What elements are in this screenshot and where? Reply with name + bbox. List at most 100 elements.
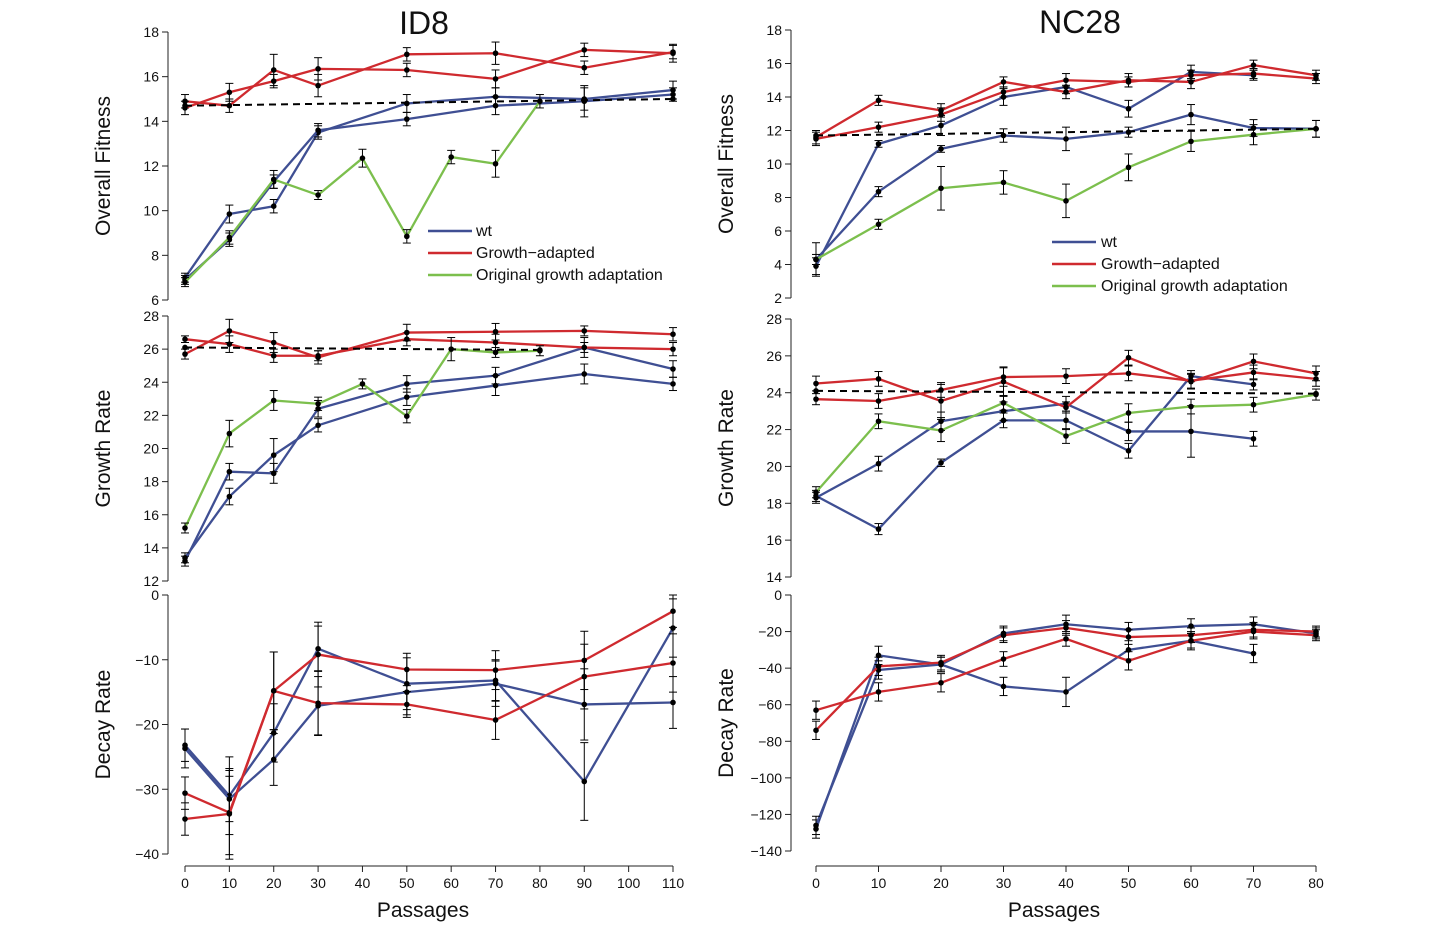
panel-title-id8: ID8	[399, 5, 449, 41]
x-tick-label: 80	[1308, 875, 1324, 891]
data-point	[1313, 126, 1319, 132]
data-point	[1000, 400, 1007, 406]
x-tick-label: 50	[399, 875, 415, 891]
y-tick-label: −80	[758, 733, 782, 749]
data-point	[1063, 89, 1069, 95]
data-point	[404, 666, 410, 673]
series-line	[814, 70, 1254, 267]
data-point	[1125, 634, 1132, 640]
data-point	[1188, 138, 1194, 145]
data-point	[1063, 404, 1069, 411]
y-tick-label: 12	[143, 573, 159, 589]
x-axis-label-id8: Passages	[377, 899, 469, 922]
y-tick-label: 18	[143, 474, 159, 490]
data-point	[813, 727, 819, 734]
data-point	[404, 701, 410, 708]
data-point	[359, 155, 366, 161]
data-point	[813, 489, 819, 496]
data-point	[1125, 447, 1132, 454]
y-tick-label: 22	[766, 422, 782, 438]
data-point	[670, 660, 676, 666]
data-point	[938, 427, 944, 434]
subplot-2: 12 14 16 18 20 22 24 26 28 Growth Rate	[92, 308, 677, 589]
reference-line	[184, 98, 674, 107]
data-point	[1063, 689, 1069, 695]
y-tick-label: 24	[143, 374, 159, 390]
data-point	[581, 64, 588, 71]
data-point	[1313, 390, 1319, 397]
y-tick-label: 20	[143, 441, 159, 457]
x-tick-label: 20	[266, 875, 282, 891]
data-point	[1063, 77, 1069, 84]
data-point	[1125, 370, 1132, 377]
data-point	[875, 663, 882, 670]
series-line	[814, 639, 1254, 830]
data-point	[315, 422, 321, 429]
y-tick-label: 22	[143, 407, 159, 423]
data-point	[270, 67, 277, 73]
x-tick-label: 30	[996, 875, 1012, 891]
data-point	[270, 756, 277, 763]
data-point	[1188, 428, 1194, 435]
data-point	[670, 381, 676, 387]
y-tick-label: 14	[143, 540, 159, 556]
y-tick-label: −30	[135, 781, 159, 797]
data-point	[813, 822, 819, 829]
data-point	[581, 344, 588, 351]
data-point	[875, 689, 882, 695]
data-point	[1063, 417, 1069, 424]
data-point	[813, 380, 819, 387]
data-point	[1250, 401, 1257, 408]
x-tick-label: 20	[933, 875, 949, 891]
data-point	[1250, 628, 1257, 635]
data-point	[875, 97, 882, 104]
data-point	[938, 659, 944, 666]
data-point	[270, 203, 277, 209]
data-point	[182, 555, 188, 561]
data-point	[1250, 62, 1257, 68]
data-point	[1250, 131, 1257, 138]
data-point	[1125, 105, 1132, 112]
data-point	[1063, 373, 1069, 379]
data-point	[226, 811, 233, 817]
y-axis-label: Overall Fitness	[715, 94, 738, 234]
y-tick-label: 14	[766, 569, 782, 585]
data-point	[1313, 632, 1319, 639]
y-axis-label: Growth Rate	[715, 389, 738, 507]
y-tick-label: 8	[151, 247, 159, 263]
y-tick-label: 18	[766, 495, 782, 511]
y-tick-label: 28	[766, 311, 782, 327]
data-point	[270, 78, 277, 84]
y-tick-label: 0	[151, 587, 159, 603]
series-line	[184, 682, 674, 801]
x-tick-label: 40	[1058, 875, 1074, 891]
data-point	[182, 816, 188, 822]
series-line	[184, 338, 674, 357]
y-tick-label: 10	[766, 156, 782, 172]
data-point	[875, 188, 882, 195]
y-tick-label: 12	[766, 123, 782, 139]
data-point	[270, 688, 277, 694]
data-point	[270, 176, 277, 183]
y-tick-label: 20	[766, 458, 782, 474]
data-point	[581, 371, 588, 377]
data-point	[1125, 164, 1132, 171]
x-tick-label: 30	[310, 875, 326, 891]
x-tick-label: 80	[532, 875, 548, 891]
legend-label-original: Original growth adaptation	[1101, 278, 1288, 295]
series-line	[814, 623, 1317, 826]
y-tick-label: 10	[143, 203, 159, 219]
data-point	[315, 66, 321, 72]
data-point	[1000, 632, 1007, 639]
data-point	[492, 328, 499, 335]
data-point	[1000, 179, 1007, 186]
data-point	[492, 76, 499, 82]
y-tick-label: −20	[135, 717, 159, 733]
x-tick-label: 10	[871, 875, 887, 891]
data-point	[813, 388, 819, 394]
data-point	[938, 398, 944, 404]
y-tick-label: −40	[758, 660, 782, 676]
data-point	[1125, 658, 1132, 664]
data-point	[492, 160, 499, 167]
subplot-5: 14 16 18 20 22 24 26 28 Growth Rate	[715, 311, 1320, 585]
